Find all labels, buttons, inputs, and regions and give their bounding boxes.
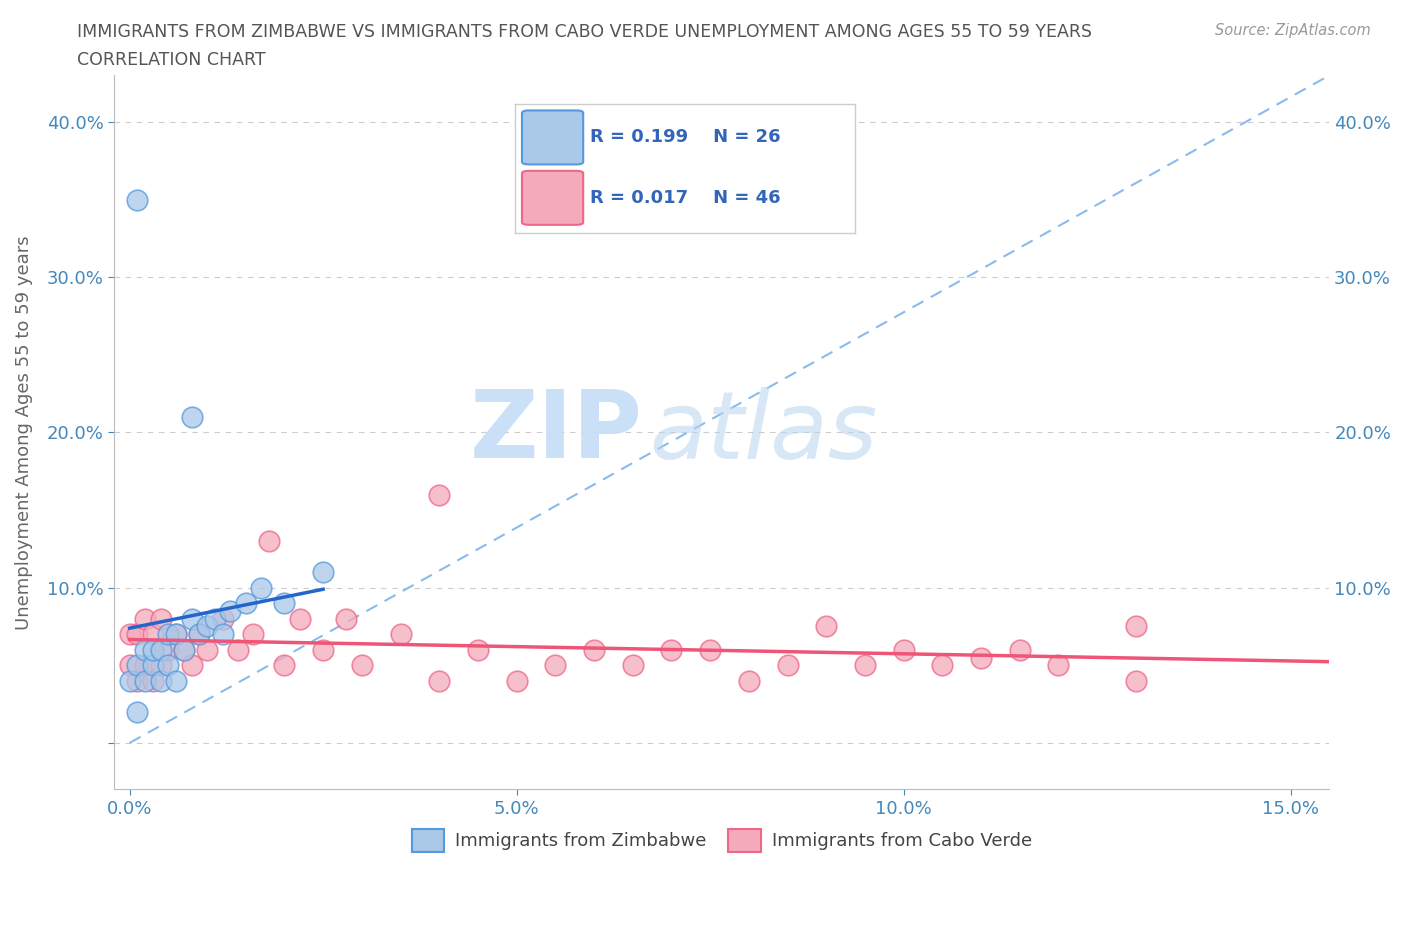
Point xyxy=(157,658,180,672)
Point xyxy=(127,704,149,719)
Point xyxy=(970,650,993,665)
Point xyxy=(544,658,567,672)
Y-axis label: Unemployment Among Ages 55 to 59 years: Unemployment Among Ages 55 to 59 years xyxy=(15,235,32,630)
Point xyxy=(173,643,195,658)
Point xyxy=(180,409,202,424)
Point xyxy=(149,673,172,688)
Point xyxy=(195,643,218,658)
Point xyxy=(188,627,211,642)
Point xyxy=(350,658,373,672)
Point xyxy=(1125,619,1147,634)
Legend: Immigrants from Zimbabwe, Immigrants from Cabo Verde: Immigrants from Zimbabwe, Immigrants fro… xyxy=(405,821,1039,859)
Point xyxy=(582,643,605,658)
Point xyxy=(853,658,876,672)
Point xyxy=(1125,673,1147,688)
Point xyxy=(134,658,156,672)
Point xyxy=(235,596,257,611)
Point xyxy=(188,627,211,642)
Text: atlas: atlas xyxy=(648,387,877,478)
Point xyxy=(312,643,335,658)
Point xyxy=(1047,658,1070,672)
Point xyxy=(149,643,172,658)
Point xyxy=(211,611,233,626)
Point xyxy=(738,673,761,688)
Point xyxy=(127,627,149,642)
Point xyxy=(335,611,357,626)
Point xyxy=(118,658,141,672)
Point xyxy=(427,487,450,502)
Point xyxy=(776,658,799,672)
Point xyxy=(893,643,915,658)
Point xyxy=(661,643,683,658)
Point xyxy=(288,611,311,626)
Point xyxy=(118,673,141,688)
Point xyxy=(173,643,195,658)
Point xyxy=(931,658,953,672)
Point xyxy=(1008,643,1031,658)
Point xyxy=(242,627,264,642)
Point xyxy=(142,673,165,688)
Point xyxy=(134,643,156,658)
Point xyxy=(149,658,172,672)
Point xyxy=(815,619,838,634)
Text: IMMIGRANTS FROM ZIMBABWE VS IMMIGRANTS FROM CABO VERDE UNEMPLOYMENT AMONG AGES 5: IMMIGRANTS FROM ZIMBABWE VS IMMIGRANTS F… xyxy=(77,23,1092,41)
Point xyxy=(149,611,172,626)
Point xyxy=(157,643,180,658)
Point xyxy=(211,627,233,642)
Point xyxy=(467,643,489,658)
Point xyxy=(134,611,156,626)
Point xyxy=(180,658,202,672)
Point xyxy=(142,643,165,658)
Point xyxy=(699,643,721,658)
Text: ZIP: ZIP xyxy=(470,387,643,478)
Point xyxy=(312,565,335,579)
Point xyxy=(142,627,165,642)
Point xyxy=(165,627,187,642)
Point xyxy=(165,673,187,688)
Point xyxy=(250,580,273,595)
Point xyxy=(427,673,450,688)
Point xyxy=(165,627,187,642)
Point xyxy=(118,627,141,642)
Point xyxy=(195,619,218,634)
Text: Source: ZipAtlas.com: Source: ZipAtlas.com xyxy=(1215,23,1371,38)
Point xyxy=(621,658,644,672)
Point xyxy=(219,604,242,618)
Point xyxy=(127,658,149,672)
Point xyxy=(226,643,249,658)
Point xyxy=(134,673,156,688)
Point xyxy=(257,534,280,549)
Point xyxy=(389,627,412,642)
Point xyxy=(273,658,295,672)
Point xyxy=(127,673,149,688)
Point xyxy=(127,193,149,207)
Point xyxy=(505,673,527,688)
Point xyxy=(180,611,202,626)
Point xyxy=(204,611,226,626)
Text: CORRELATION CHART: CORRELATION CHART xyxy=(77,51,266,69)
Point xyxy=(142,658,165,672)
Point xyxy=(157,627,180,642)
Point xyxy=(273,596,295,611)
